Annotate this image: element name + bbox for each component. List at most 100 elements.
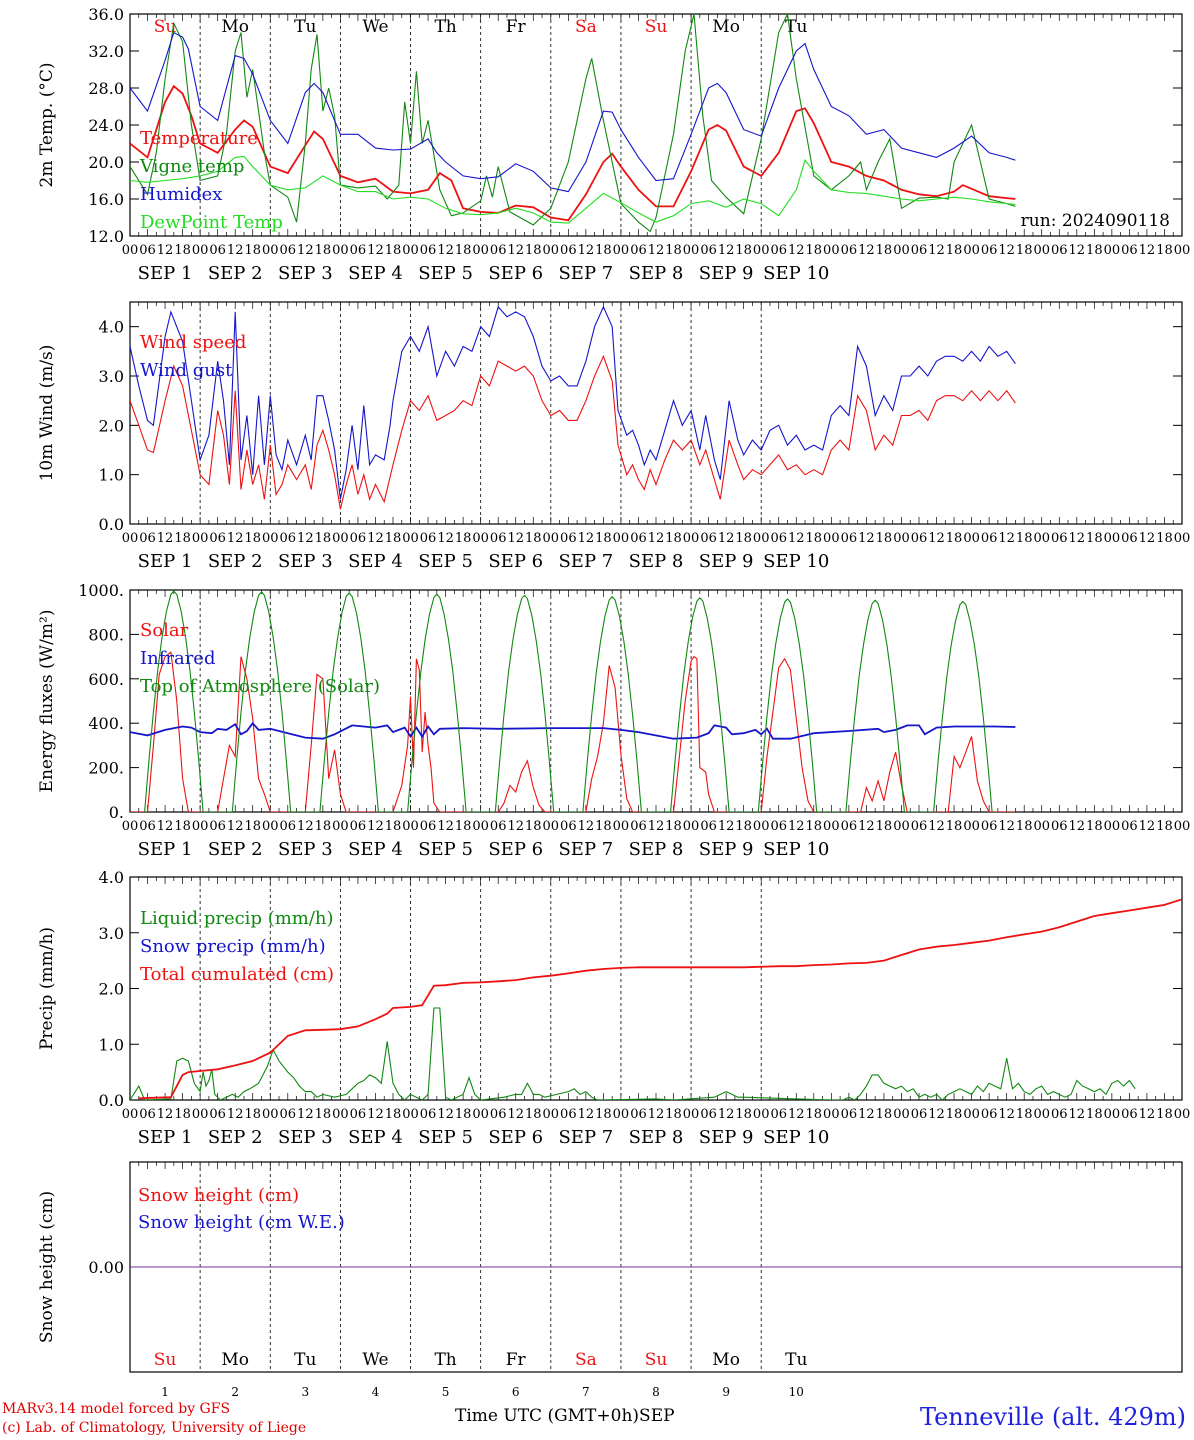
hour-label: 00 [1033, 243, 1050, 258]
hour-label: 12 [718, 531, 735, 546]
model-credit: MARv3.14 model forced by GFS [2, 1401, 231, 1417]
hour-label: 06 [1121, 531, 1138, 546]
date-label: SEP 2 [208, 263, 263, 284]
hour-label: 18 [1086, 243, 1103, 258]
day-name: Mo [221, 17, 249, 37]
hour-label: 00 [262, 243, 279, 258]
hour-label: 12 [578, 1107, 595, 1122]
hour-label: 06 [420, 1107, 437, 1122]
hour-label: 00 [1174, 1107, 1191, 1122]
hour-label: 18 [946, 1107, 963, 1122]
hour-label: 12 [998, 819, 1015, 834]
hour-label: 06 [560, 243, 577, 258]
hour-label: 06 [350, 1107, 367, 1122]
y-tick-label: 20.0 [88, 153, 124, 172]
hour-label: 06 [981, 531, 998, 546]
day-name: Su [154, 1350, 177, 1370]
hour-label: 12 [1139, 531, 1156, 546]
hour-label: 00 [262, 819, 279, 834]
hour-label: 06 [1121, 819, 1138, 834]
time-axis-title: Time UTC (GMT+0h)SEP [455, 1406, 675, 1426]
hour-label: 18 [385, 531, 402, 546]
hour-label: 12 [998, 243, 1015, 258]
date-label: SEP 10 [763, 1127, 829, 1148]
date-label: SEP 1 [138, 551, 193, 572]
series-line [130, 155, 1016, 224]
date-label: SEP 4 [348, 263, 403, 284]
hour-label: 18 [665, 819, 682, 834]
hour-label: 00 [192, 531, 209, 546]
hour-label: 18 [1156, 243, 1173, 258]
day-name: Su [154, 17, 177, 37]
y-axis-title: Precip (mm/h) [37, 927, 57, 1050]
hour-label: 00 [1174, 243, 1191, 258]
y-tick-label: 28.0 [88, 79, 124, 98]
date-label: SEP 3 [278, 551, 333, 572]
hour-label: 06 [209, 1107, 226, 1122]
hour-label: 00 [262, 1107, 279, 1122]
y-tick-label: 4.0 [99, 868, 124, 887]
hour-label: 06 [770, 1107, 787, 1122]
hour-label: 00 [192, 243, 209, 258]
hour-label: 06 [981, 819, 998, 834]
y-tick-label: 2.0 [99, 980, 124, 999]
station-name: Tenneville (alt. 429m) [919, 1403, 1186, 1431]
day-name: Sa [575, 1350, 597, 1370]
hour-label: 18 [455, 1107, 472, 1122]
date-number: 5 [442, 1385, 450, 1399]
hour-label: 12 [437, 1107, 454, 1122]
legend-entry: Vigne temp [139, 156, 244, 177]
hour-label: 12 [367, 243, 384, 258]
day-name: Tu [785, 17, 807, 37]
y-tick-label: 0. [109, 803, 124, 822]
hour-label: 18 [1016, 243, 1033, 258]
hour-label: 00 [823, 1107, 840, 1122]
series-line [130, 354, 1016, 510]
date-label: SEP 7 [558, 839, 613, 860]
date-number: 3 [302, 1385, 310, 1399]
hour-label: 06 [700, 1107, 717, 1122]
hour-label: 00 [963, 531, 980, 546]
hour-label: 00 [543, 819, 560, 834]
hour-label: 18 [244, 1107, 261, 1122]
hour-label: 06 [981, 1107, 998, 1122]
series-group [130, 14, 1016, 233]
hour-label: 18 [315, 243, 332, 258]
hour-ticks [129, 302, 1183, 524]
hour-label: 00 [893, 531, 910, 546]
hour-label: 06 [770, 819, 787, 834]
y-tick-label: 1000. [78, 581, 124, 600]
hour-label: 18 [946, 531, 963, 546]
hour-label: 12 [1069, 1107, 1086, 1122]
hour-label: 18 [665, 1107, 682, 1122]
hour-label: 06 [490, 1107, 507, 1122]
hour-label: 18 [1016, 819, 1033, 834]
hour-label: 18 [595, 819, 612, 834]
hour-label: 18 [735, 819, 752, 834]
hour-label: 18 [1016, 531, 1033, 546]
hour-label: 18 [665, 531, 682, 546]
hour-label: 00 [1104, 531, 1121, 546]
hour-label: 12 [1069, 243, 1086, 258]
hour-label: 12 [507, 819, 524, 834]
legend-entry: Solar [140, 620, 189, 641]
lab-credit: (c) Lab. of Climatology, University of L… [2, 1420, 307, 1436]
hour-label: 18 [385, 243, 402, 258]
hour-label: 00 [1174, 531, 1191, 546]
hour-label: 18 [595, 531, 612, 546]
hour-label: 00 [402, 819, 419, 834]
hour-label: 00 [1033, 1107, 1050, 1122]
hour-label: 06 [911, 531, 928, 546]
hour-label: 00 [683, 1107, 700, 1122]
y-tick-label: 200. [88, 759, 124, 778]
day-name: Su [645, 17, 668, 37]
hour-label: 06 [209, 243, 226, 258]
hour-label: 18 [174, 1107, 191, 1122]
hour-label: 06 [770, 243, 787, 258]
hour-label: 06 [700, 243, 717, 258]
hour-label: 12 [1139, 243, 1156, 258]
y-tick-label: 16.0 [88, 190, 124, 209]
hour-label: 18 [876, 819, 893, 834]
hour-label: 18 [174, 819, 191, 834]
